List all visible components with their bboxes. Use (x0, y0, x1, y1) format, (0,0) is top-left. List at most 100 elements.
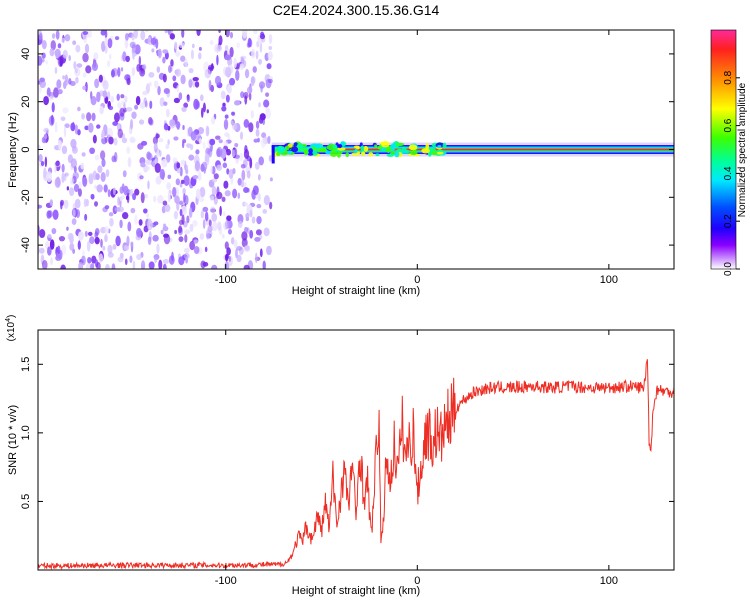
noise-speckle (161, 158, 168, 168)
noise-speckle (61, 163, 65, 173)
noise-speckle (194, 81, 200, 88)
noise-speckle (61, 37, 65, 43)
noise-speckle (111, 155, 117, 163)
noise-speckle (223, 180, 229, 189)
noise-speckle (262, 208, 268, 214)
signal-blob (368, 152, 374, 157)
noise-speckle (147, 36, 152, 45)
noise-speckle (228, 77, 236, 86)
noise-speckle (188, 68, 194, 74)
noise-speckle (176, 162, 181, 169)
signal-blob (408, 144, 418, 151)
noise-speckle (107, 244, 113, 254)
noise-speckle (225, 30, 230, 38)
noise-speckle (122, 170, 127, 178)
signal-blob (337, 152, 341, 158)
noise-speckle (180, 55, 186, 62)
noise-speckle (162, 263, 167, 269)
noise-speckle (200, 107, 204, 118)
signal-blob (425, 142, 430, 150)
noise-speckle (190, 49, 195, 60)
noise-speckle (231, 111, 235, 116)
noise-speckle (241, 30, 248, 39)
noise-speckle (131, 32, 135, 41)
noise-speckle (125, 55, 130, 63)
noise-speckle (158, 259, 163, 269)
noise-speckle (142, 90, 148, 96)
noise-speckle (62, 49, 68, 59)
noise-speckle (200, 210, 205, 219)
noise-speckle (39, 247, 45, 254)
noise-speckle (62, 81, 67, 90)
noise-speckle (94, 184, 97, 189)
signal-blob (390, 143, 396, 151)
noise-speckle (145, 30, 149, 33)
noise-speckle (181, 30, 185, 38)
noise-speckle (219, 205, 222, 217)
noise-speckle (84, 125, 89, 131)
noise-speckle (256, 203, 262, 209)
noise-speckle (104, 30, 108, 40)
noise-speckle (172, 75, 177, 82)
noise-speckle (131, 111, 137, 119)
noise-speckle (156, 243, 160, 254)
noise-speckle (112, 187, 116, 195)
noise-speckle (94, 154, 100, 161)
noise-speckle (255, 252, 258, 264)
noise-speckle (188, 154, 195, 161)
noise-speckle (39, 77, 45, 83)
noise-speckle (119, 107, 125, 117)
signal-blob (337, 143, 343, 149)
noise-speckle (55, 30, 60, 40)
noise-speckle (113, 112, 120, 123)
noise-speckle (164, 204, 171, 212)
noise-speckle (256, 216, 262, 225)
noise-speckle (169, 33, 176, 40)
signal-blob (353, 145, 360, 149)
noise-speckle (216, 45, 223, 52)
noise-speckle (41, 40, 47, 50)
noise-speckle (239, 131, 244, 140)
snr-y-tick-label: 1.5 (20, 357, 32, 372)
noise-speckle (147, 152, 153, 161)
noise-speckle (107, 38, 113, 49)
noise-speckle (265, 108, 272, 119)
noise-speckle (129, 41, 136, 49)
colorbar-tick-label: 0.0 (723, 262, 734, 276)
noise-speckle (56, 176, 61, 187)
noise-speckle (162, 49, 169, 54)
noise-speckle (138, 219, 143, 226)
noise-speckle (189, 240, 196, 251)
spectrogram-y-tick-label: 0 (20, 146, 32, 152)
noise-speckle (259, 41, 263, 53)
noise-speckle (149, 81, 152, 87)
noise-speckle (117, 67, 121, 78)
noise-speckle (248, 122, 254, 133)
noise-speckle (221, 196, 226, 203)
noise-speckle (199, 186, 206, 198)
noise-speckle (214, 75, 222, 86)
noise-speckle (221, 234, 225, 239)
noise-speckle (90, 263, 95, 269)
noise-speckle (153, 142, 158, 153)
noise-speckle (168, 255, 175, 265)
signal-blob (337, 151, 343, 155)
noise-speckle (234, 142, 239, 147)
signal-blob (307, 152, 314, 156)
noise-speckle (147, 219, 153, 231)
noise-speckle (149, 100, 153, 109)
noise-speckle (162, 226, 169, 232)
signal-blob (337, 147, 346, 151)
noise-speckle (161, 172, 165, 181)
noise-speckle (186, 143, 192, 149)
noise-speckle (134, 104, 139, 110)
noise-speckle (240, 180, 245, 188)
noise-speckle (104, 136, 108, 144)
noise-speckle (267, 50, 273, 61)
noise-speckle (189, 223, 194, 232)
spectrogram-x-tick-label: 100 (600, 274, 618, 286)
noise-speckle (195, 149, 200, 155)
noise-speckle (47, 234, 52, 239)
noise-speckle (184, 229, 191, 235)
noise-speckle (51, 102, 55, 113)
